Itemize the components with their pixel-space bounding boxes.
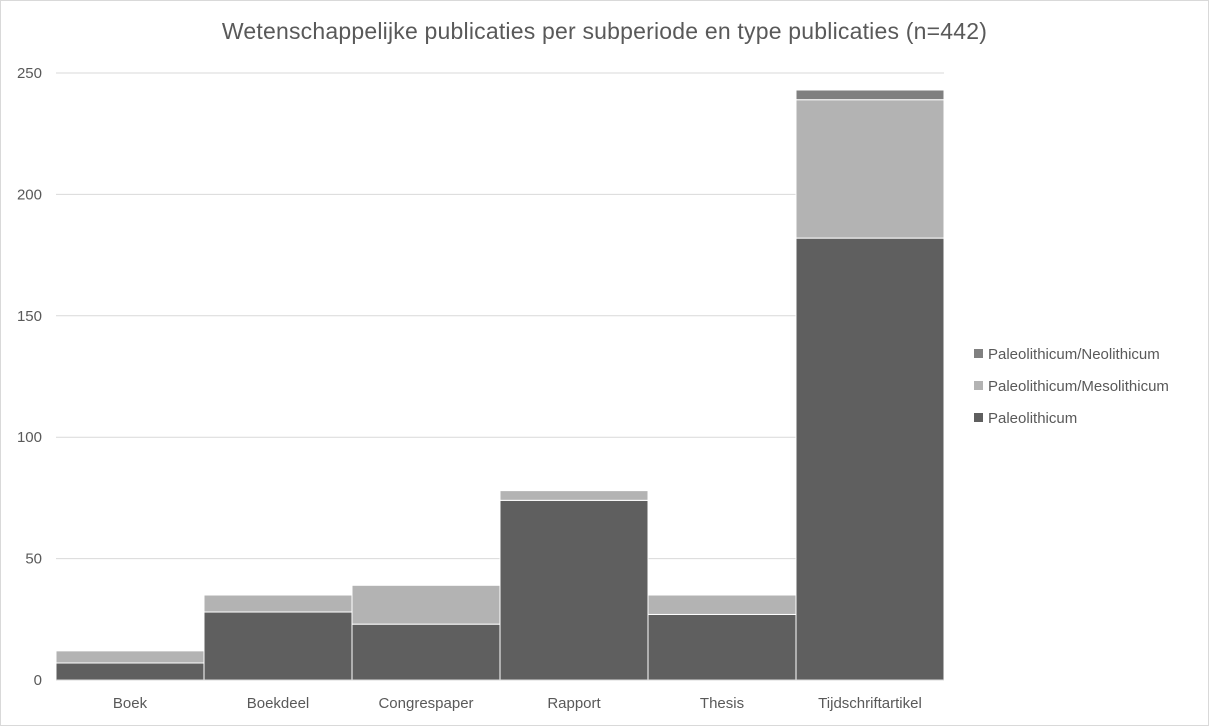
x-tick-label-congrespaper: Congrespaper xyxy=(378,695,473,712)
legend-swatch-paleolithicum xyxy=(974,413,983,422)
bar-boek-paleolithicum xyxy=(55,662,205,681)
y-tick-label-250: 250 xyxy=(17,65,42,82)
legend: Paleolithicum/Neolithicum Paleolithicum/M… xyxy=(974,346,1169,427)
bar-congrespaper-paleolithicum xyxy=(351,623,501,681)
legend-label-paleolithicum-neolithicum: Paleolithicum/Neolithicum xyxy=(988,346,1160,363)
bar-tijdschriftartikel-paleolithicum-neolithicum xyxy=(795,89,945,101)
x-tick-label-boek: Boek xyxy=(113,695,148,712)
legend-swatch-paleolithicum-neolithicum xyxy=(974,349,983,358)
y-tick-label-150: 150 xyxy=(17,308,42,325)
x-tick-label-tijdschriftartikel: Tijdschriftartikel xyxy=(818,695,922,712)
bar-tijdschriftartikel-paleolithicum-mesolithicum xyxy=(795,99,945,239)
bar-thesis-paleolithicum xyxy=(647,613,797,681)
bar-rapport-paleolithicum-mesolithicum xyxy=(499,490,649,501)
bar-thesis-paleolithicum-mesolithicum xyxy=(647,594,797,615)
chart-title: Wetenschappelijke publicaties per subper… xyxy=(221,18,988,44)
legend-swatch-paleolithicum-mesolithicum xyxy=(974,381,983,390)
x-tick-label-thesis: Thesis xyxy=(700,695,744,712)
bar-boek-paleolithicum-mesolithicum xyxy=(55,650,205,664)
bars xyxy=(55,89,945,681)
y-axis: 0 50 100 150 200 250 xyxy=(17,65,42,689)
x-axis: Boek Boekdeel Congrespaper Rapport Thesis Tij… xyxy=(56,679,944,712)
y-tick-label-100: 100 xyxy=(17,429,42,446)
legend-label-paleolithicum-mesolithicum: Paleolithicum/Mesolithicum xyxy=(988,378,1169,395)
bar-boekdeel-paleolithicum-mesolithicum xyxy=(203,594,353,613)
bar-boekdeel-paleolithicum xyxy=(203,611,353,681)
x-tick-label-boekdeel: Boekdeel xyxy=(247,695,310,712)
y-tick-label-200: 200 xyxy=(17,186,42,203)
y-tick-label-0: 0 xyxy=(34,672,42,689)
x-tick-label-rapport: Rapport xyxy=(547,695,601,712)
bar-rapport-paleolithicum xyxy=(499,499,649,681)
y-tick-label-50: 50 xyxy=(25,551,42,568)
bar-tijdschriftartikel-paleolithicum xyxy=(795,237,945,681)
legend-label-paleolithicum: Paleolithicum xyxy=(988,410,1077,427)
bar-congrespaper-paleolithicum-mesolithicum xyxy=(351,584,501,625)
